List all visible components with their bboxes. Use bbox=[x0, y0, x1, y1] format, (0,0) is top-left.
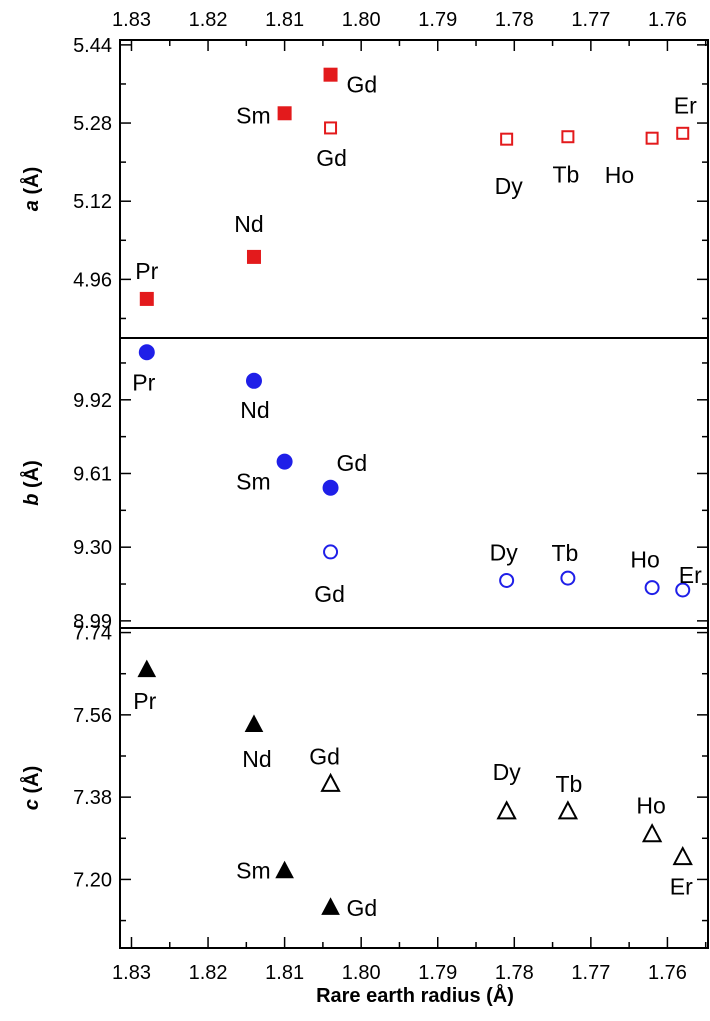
y-tick-label: 7.56 bbox=[73, 705, 112, 727]
filled-square-marker bbox=[246, 249, 261, 264]
x-tick-label-top: 1.82 bbox=[189, 9, 228, 31]
y-tick-label: 4.96 bbox=[73, 269, 112, 291]
x-tick-label-bottom: 1.77 bbox=[571, 962, 610, 984]
point-label-sm: Sm bbox=[236, 469, 271, 495]
point-label-nd: Nd bbox=[240, 397, 269, 423]
point-label-sm: Sm bbox=[236, 857, 271, 883]
point-label-gd: Gd bbox=[314, 581, 345, 607]
point-label-dy: Dy bbox=[493, 759, 522, 785]
y-tick-label: 7.20 bbox=[73, 869, 112, 891]
open-square-marker bbox=[676, 126, 690, 140]
point-label-sm: Sm bbox=[236, 102, 271, 128]
x-tick-label-bottom: 1.76 bbox=[648, 962, 687, 984]
x-tick-label-bottom: 1.78 bbox=[495, 962, 534, 984]
point-label-dy: Dy bbox=[495, 173, 524, 199]
point-label-tb: Tb bbox=[551, 540, 578, 566]
y-tick-label: 5.44 bbox=[73, 35, 112, 57]
y-tick-label: 7.74 bbox=[73, 623, 112, 645]
point-label-er: Er bbox=[670, 874, 693, 900]
point-label-gd: Gd bbox=[316, 145, 347, 171]
filled-square-marker bbox=[277, 106, 292, 121]
open-circle-marker bbox=[644, 580, 660, 596]
filled-triangle-marker bbox=[137, 659, 157, 678]
x-tick-label-bottom: 1.83 bbox=[112, 962, 151, 984]
point-label-tb: Tb bbox=[552, 162, 579, 188]
y-tick-label: 7.38 bbox=[73, 787, 112, 809]
open-circle-marker bbox=[675, 582, 691, 598]
x-tick-label-top: 1.76 bbox=[648, 9, 687, 31]
point-label-nd: Nd bbox=[242, 746, 271, 772]
x-tick-label-top: 1.81 bbox=[265, 9, 304, 31]
open-square-marker bbox=[561, 130, 575, 144]
open-triangle-marker bbox=[496, 800, 517, 820]
filled-triangle-marker bbox=[275, 860, 294, 879]
open-square-marker bbox=[324, 121, 338, 135]
point-label-dy: Dy bbox=[490, 539, 519, 565]
tick-labels: 1.83 1.83 1.82 1.82 1.81 1.81 1.80 1.80 1.79 1.79… bbox=[19, 9, 687, 984]
open-circle-marker bbox=[499, 572, 515, 588]
x-tick-label-top: 1.77 bbox=[571, 9, 610, 31]
filled-circle-marker bbox=[322, 479, 339, 496]
point-label-pr: Pr bbox=[132, 369, 155, 395]
open-square-marker bbox=[500, 132, 514, 146]
x-tick-label-top: 1.83 bbox=[112, 9, 151, 31]
open-triangle-marker bbox=[557, 800, 579, 820]
open-triangle-marker bbox=[641, 823, 663, 843]
point-label-pr: Pr bbox=[133, 688, 156, 714]
panel-a-y-axis-title: a (Å) bbox=[19, 167, 43, 211]
open-triangle-marker bbox=[672, 845, 693, 866]
point-label-gd: Gd bbox=[347, 72, 378, 98]
filled-circle-marker bbox=[245, 372, 262, 389]
x-tick-label-top: 1.78 bbox=[495, 9, 534, 31]
point-label-ho: Ho bbox=[630, 547, 659, 573]
filled-square-marker bbox=[139, 291, 154, 306]
x-tick-label-bottom: 1.82 bbox=[189, 962, 228, 984]
axis-ticks bbox=[120, 40, 708, 948]
x-tick-label-top: 1.80 bbox=[342, 9, 381, 31]
x-tick-label-top: 1.79 bbox=[418, 9, 457, 31]
point-label-ho: Ho bbox=[636, 793, 665, 819]
point-label-gd: Gd bbox=[309, 743, 340, 769]
point-label-er: Er bbox=[674, 92, 697, 118]
x-tick-label-bottom: 1.80 bbox=[342, 962, 381, 984]
panel-a-frame bbox=[119, 39, 709, 339]
point-label-pr: Pr bbox=[135, 258, 158, 284]
point-label-gd: Gd bbox=[337, 450, 368, 476]
open-circle-marker bbox=[560, 570, 576, 586]
y-tick-label: 9.61 bbox=[73, 463, 112, 485]
x-tick-label-bottom: 1.79 bbox=[418, 962, 457, 984]
y-tick-label: 9.92 bbox=[73, 390, 112, 412]
panel-c-y-axis-title: c (Å) bbox=[19, 766, 43, 810]
panel-b-frame bbox=[119, 337, 709, 629]
y-tick-label: 5.12 bbox=[73, 191, 112, 213]
data-markers bbox=[137, 67, 693, 915]
filled-square-marker bbox=[323, 67, 338, 82]
filled-triangle-marker bbox=[244, 714, 264, 732]
point-label-ho: Ho bbox=[605, 162, 634, 188]
panel-c-frame bbox=[119, 627, 709, 949]
open-triangle-marker bbox=[320, 772, 341, 792]
point-label-gd: Gd bbox=[347, 895, 378, 921]
y-tick-label: 9.30 bbox=[73, 537, 112, 559]
filled-circle-marker bbox=[276, 453, 293, 470]
point-label-er: Er bbox=[679, 562, 702, 588]
open-circle-marker bbox=[323, 544, 339, 560]
point-labels: Pr Nd Sm Gd Gd Dy Tb Ho Er Pr Nd Sm Gd Gd Dy Tb Ho Er Pr Nd… bbox=[132, 72, 702, 921]
y-tick-label: 5.28 bbox=[73, 113, 112, 135]
x-axis-title: Rare earth radius (Å) bbox=[316, 983, 514, 1007]
open-square-marker bbox=[645, 131, 659, 145]
point-label-tb: Tb bbox=[555, 771, 582, 797]
y-tick-label: 8.99 bbox=[73, 611, 112, 633]
filled-circle-marker bbox=[138, 344, 155, 361]
panel-b-y-axis-title: b (Å) bbox=[19, 460, 43, 506]
chart-frames bbox=[119, 39, 709, 949]
x-tick-label-bottom: 1.81 bbox=[265, 962, 304, 984]
filled-triangle-marker bbox=[321, 897, 340, 915]
point-label-nd: Nd bbox=[234, 211, 263, 237]
